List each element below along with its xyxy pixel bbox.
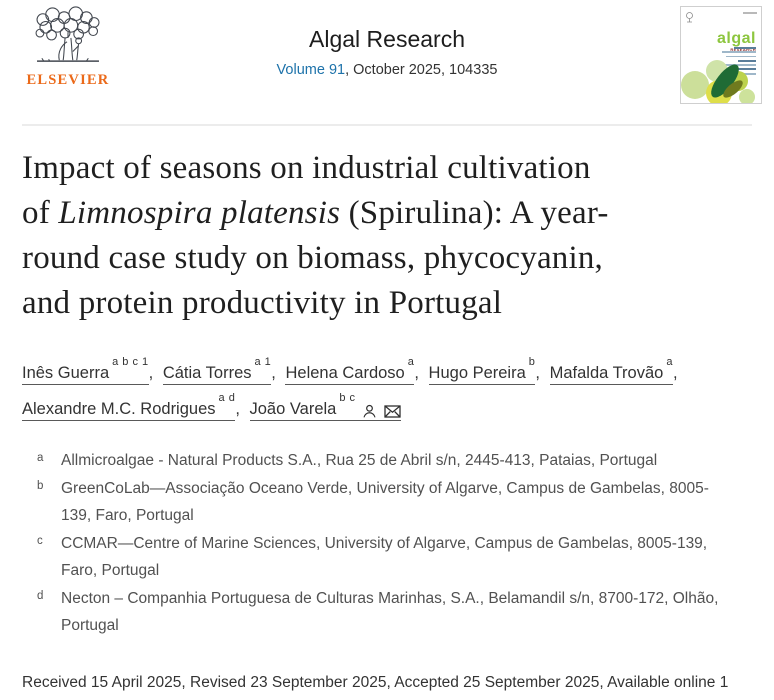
cover-brand-subtitle: RESEARCH [730, 47, 756, 52]
affiliation-item: a Allmicroalgae - Natural Products S.A., … [37, 447, 737, 475]
author: Cátia Torresa 1 [162, 356, 272, 385]
affiliation-item: d Necton – Companhia Portuguesa de Cultur… [37, 585, 737, 640]
author: Alexandre M.C. Rodriguesa d [22, 392, 236, 421]
title-line-3: round case study on biomass, phycocyanin… [22, 240, 604, 276]
author: Inês Guerraa b c 1 [22, 356, 149, 385]
title-line-4: and protein productivity in Portugal [22, 285, 503, 321]
author-link[interactable]: Helena Cardosoa [285, 356, 415, 385]
affiliation-label: d [37, 589, 44, 602]
author-separator: , [235, 400, 240, 418]
affiliation-text: Necton – Companhia Portuguesa de Cultura… [61, 589, 719, 635]
author: João Varelab c [249, 392, 401, 421]
author-link[interactable]: Cátia Torresa 1 [162, 356, 272, 385]
title-line-1: Impact of seasons on industrial cultivat… [22, 150, 591, 186]
person-icon[interactable] [362, 402, 377, 420]
envelope-icon[interactable] [383, 402, 401, 420]
affiliation-label: c [37, 534, 43, 547]
journal-meta: Algal Research Volume 91, October 2025, … [277, 26, 498, 78]
affiliation-text: Allmicroalgae - Natural Products S.A., R… [61, 452, 658, 469]
author-link[interactable]: João Varelab c [249, 392, 401, 421]
elsevier-logo[interactable]: ELSEVIER [20, 6, 116, 89]
publisher-name: ELSEVIER [26, 72, 110, 88]
article-dates-line: Received 15 April 2025, Revised 23 Septe… [22, 673, 729, 691]
cover-artwork [681, 51, 761, 103]
issue-info: , October 2025, 104335 [345, 62, 498, 78]
volume-link[interactable]: Volume 91 [276, 62, 346, 78]
author-separator: , [148, 363, 154, 382]
author-separator: , [271, 363, 276, 382]
author: Mafalda Trovãoa [549, 356, 673, 385]
cover-top-row [681, 7, 761, 28]
title-line-2: of Limnospira platensis (Spirulina): A y… [22, 195, 609, 231]
affiliation-text: CCMAR—Centre of Marine Sciences, Univers… [61, 534, 708, 580]
cover-issue-text [743, 12, 757, 14]
species-name-italic: Limnospira platensis [58, 195, 341, 231]
affiliation-item: b GreenCoLab—Associação Oceano Verde, Uni… [37, 475, 737, 530]
cover-brand: algal RESEARCH [681, 31, 761, 52]
author: Helena Cardosoa [285, 356, 415, 385]
author-separator: , [414, 363, 419, 382]
affiliation-text: GreenCoLab—Associação Oceano Verde, Univ… [61, 479, 709, 525]
article-title: Impact of seasons on industrial cultivat… [22, 146, 752, 326]
journal-title-link[interactable]: Algal Research [309, 26, 465, 52]
author-link[interactable]: Alexandre M.C. Rodriguesa d [22, 392, 236, 421]
author-link[interactable]: Inês Guerraa b c 1 [22, 356, 149, 385]
author: Hugo Pereirab [428, 356, 536, 385]
affiliation-label: a [37, 452, 44, 464]
journal-issue-line: Volume 91, October 2025, 104335 [277, 62, 498, 78]
affiliation-item: c CCMAR—Centre of Marine Sciences, Univer… [37, 530, 737, 585]
header-divider [22, 124, 752, 126]
author-link[interactable]: Hugo Pereirab [428, 356, 536, 385]
journal-header: ELSEVIER Algal Research Volume 91, Octob… [0, 0, 774, 112]
affiliation-label: b [37, 479, 44, 492]
affiliation-list: a Allmicroalgae - Natural Products S.A., … [37, 447, 737, 640]
author-separator: , [535, 363, 540, 382]
cover-brand-title: algal [717, 30, 756, 47]
author-link[interactable]: Mafalda Trovãoa [549, 356, 673, 385]
author-list: Inês Guerraa b c 1, Cátia Torresa 1, Hel… [22, 352, 734, 427]
elsevier-tree-icon [29, 6, 107, 70]
journal-cover-thumbnail[interactable]: algal RESEARCH [680, 6, 762, 104]
author-separator: , [672, 363, 678, 382]
cover-tree-icon [685, 10, 694, 28]
